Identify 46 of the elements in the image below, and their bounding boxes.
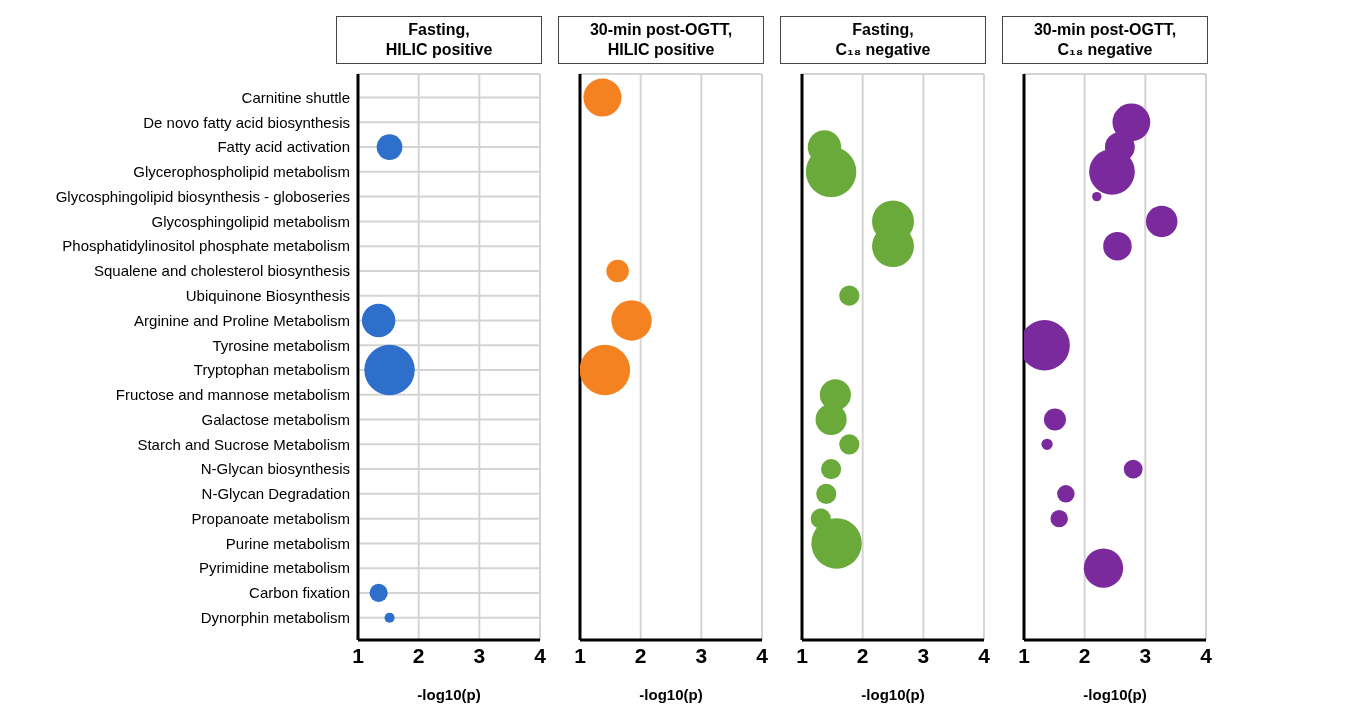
- x-tick-label: 2: [856, 643, 869, 667]
- y-tick-label: N-Glycan Degradation: [201, 485, 350, 503]
- x-tick-label: 1: [574, 643, 587, 667]
- y-tick-label: Tyrosine metabolism: [212, 336, 350, 354]
- x-tick-label: 3: [917, 643, 930, 667]
- y-tick-label: Purine metabolism: [225, 534, 350, 552]
- y-tick-label: Dynorphin metabolism: [200, 609, 350, 627]
- y-tick-label: Glycerophospholipid metabolism: [133, 163, 350, 181]
- y-tick-label: Glycosphingolipid metabolism: [151, 212, 350, 230]
- x-axis-title: -log10(p): [417, 686, 481, 703]
- x-tick-label: 3: [695, 643, 708, 667]
- y-tick-label: Arginine and Proline Metabolism: [134, 311, 350, 329]
- y-tick-label: Propanoate metabolism: [191, 509, 350, 527]
- chart-title: Fasting, C₁₈ negative: [834, 20, 932, 60]
- y-tick-label: Starch and Sucrose Metabolism: [137, 435, 350, 453]
- x-tick-label: 2: [1078, 643, 1091, 667]
- x-tick-label: 3: [1139, 643, 1152, 667]
- y-tick-label: De novo fatty acid biosynthesis: [143, 113, 350, 131]
- x-axis-title: -log10(p): [639, 686, 703, 703]
- y-tick-label: Ubiquinone Biosynthesis: [185, 287, 350, 305]
- y-tick-label: Phosphatidylinositol phosphate metabolism: [62, 237, 350, 255]
- y-tick-label: Tryptophan metabolism: [193, 361, 350, 379]
- x-tick-label: 1: [796, 643, 809, 667]
- x-tick-label: 2: [412, 643, 425, 667]
- x-tick-label: 4: [534, 643, 547, 667]
- chart-title: Fasting, HILIC positive: [384, 20, 494, 60]
- x-axis-title: -log10(p): [1083, 686, 1147, 703]
- chart-title: 30-min post-OGTT, C₁₈ negative: [1032, 20, 1178, 60]
- x-tick-label: 4: [978, 643, 991, 667]
- x-tick-label: 1: [352, 643, 365, 667]
- y-tick-label: Squalene and cholesterol biosynthesis: [93, 262, 350, 280]
- y-tick-label: Carnitine shuttle: [241, 88, 350, 106]
- y-tick-label: N-Glycan biosynthesis: [200, 460, 350, 478]
- y-tick-label: Fructose and mannose metabolism: [115, 386, 350, 404]
- y-tick-label: Pyrimidine metabolism: [199, 559, 350, 577]
- x-tick-label: 1: [1018, 643, 1031, 667]
- chart-title: 30-min post-OGTT, HILIC positive: [588, 20, 734, 60]
- y-tick-label: Glycosphingolipid biosynthesis - globoseries: [55, 187, 350, 205]
- x-tick-label: 4: [1200, 643, 1213, 667]
- y-tick-label: Galactose metabolism: [201, 410, 350, 428]
- y-tick-label: Fatty acid activation: [217, 138, 350, 156]
- x-axis-title: -log10(p): [861, 686, 925, 703]
- x-tick-label: 4: [756, 643, 769, 667]
- x-tick-label: 3: [473, 643, 486, 667]
- x-tick-label: 2: [634, 643, 647, 667]
- y-tick-label: Carbon fixation: [249, 584, 350, 602]
